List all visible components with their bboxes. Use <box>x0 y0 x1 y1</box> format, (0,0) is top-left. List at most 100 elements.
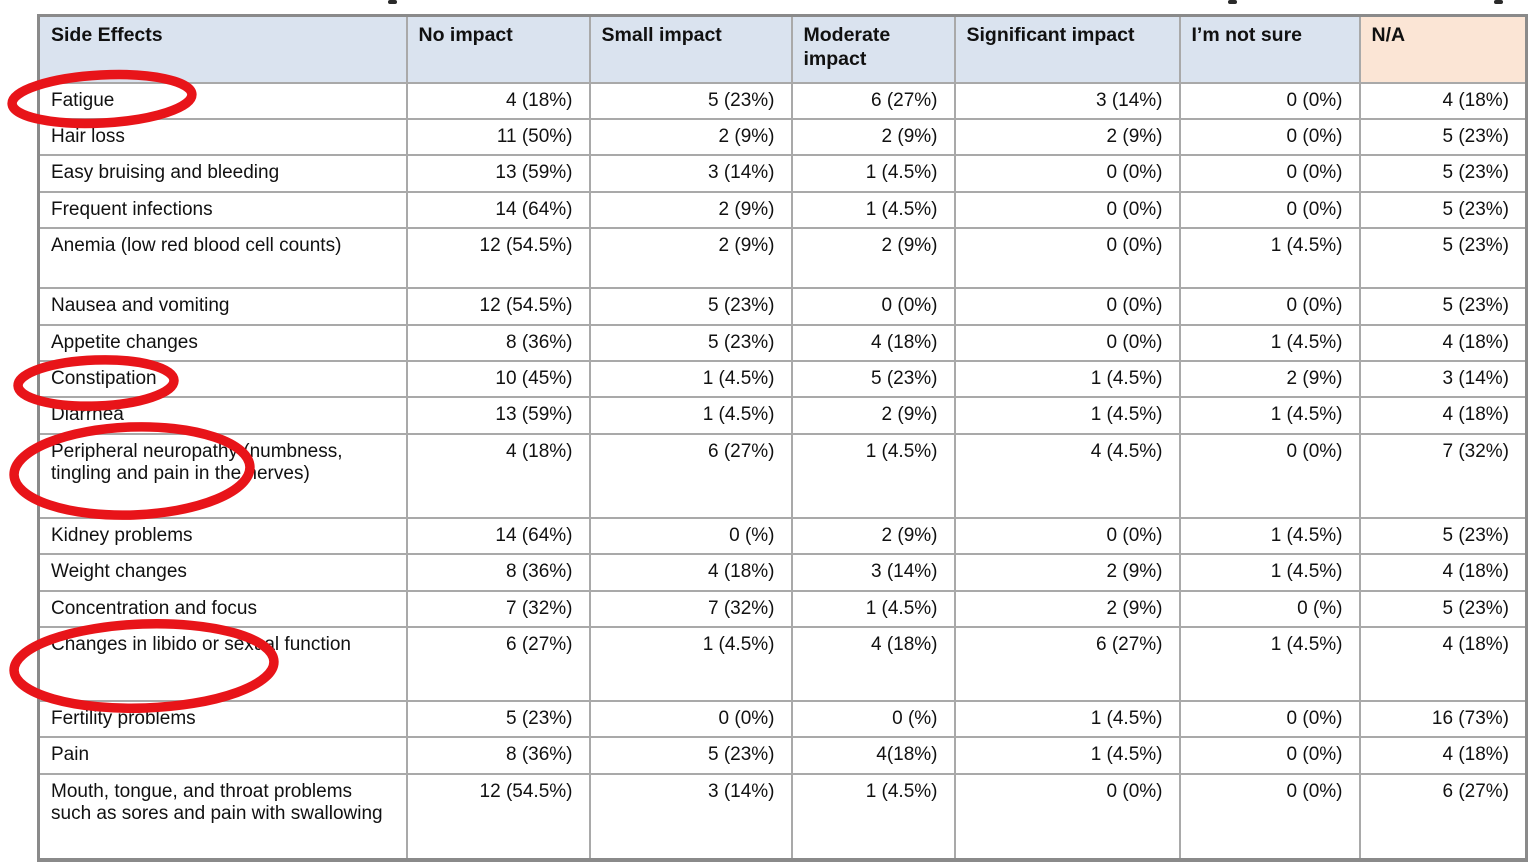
side-effect-label-cell: Diarrhea <box>37 396 408 435</box>
impact-value-cell: 0 (0%) <box>1178 81 1361 120</box>
impact-value-cell: 3 (14%) <box>588 154 793 193</box>
side-effect-label-cell: Nausea and vomiting <box>37 287 408 326</box>
table-row: Anemia (low red blood cell counts) 12 (54… <box>37 227 1528 290</box>
impact-value-cell: 1 (4.5%) <box>588 359 793 399</box>
impact-value-cell: 2 (9%) <box>790 117 956 157</box>
impact-value-cell: 1 (4.5%) <box>1178 553 1361 592</box>
impact-value-cell: 1 (4.5%) <box>790 190 956 230</box>
impact-value-cell: 7 (32%) <box>405 589 591 629</box>
col-header-side-effects: Side Effects <box>37 14 408 84</box>
col-header-small-impact: Small impact <box>588 14 793 84</box>
impact-value-cell: 1 (4.5%) <box>953 359 1181 399</box>
side-effect-label: Fatigue <box>51 89 115 111</box>
impact-value-cell: 4 (18%) <box>588 553 793 592</box>
side-effect-label: Anemia (low red blood cell counts) <box>51 235 342 257</box>
impact-value-cell: 0 (%) <box>588 516 793 556</box>
impact-value-cell: 5 (23%) <box>1358 117 1528 157</box>
impact-value-cell: 6 (27%) <box>953 626 1181 703</box>
impact-value-cell: 0 (0%) <box>1178 117 1361 157</box>
side-effect-label-cell: Changes in libido or sexual function <box>9 619 408 714</box>
table-row: Fatigue 4 (18%) 5 (23%) 6 (27%) 3 (14%) 0 (0… <box>7 69 1528 128</box>
table-row: Hair loss 11 (50%) 2 (9%) 2 (9%) 2 (9%) 0 (0%… <box>37 117 1528 157</box>
impact-value-cell: 6 (27%) <box>405 626 591 703</box>
impact-value-cell: 1 (4.5%) <box>953 736 1181 775</box>
impact-value-cell: 10 (45%) <box>405 359 591 399</box>
table-row: Pain 8 (36%) 5 (23%) 4(18%) 1 (4.5%) 0 (0%) 4 … <box>37 736 1528 775</box>
impact-value-cell: 5 (23%) <box>1358 287 1528 326</box>
impact-value-cell: 0 (0%) <box>953 190 1181 230</box>
impact-value-cell: 0 (0%) <box>953 227 1181 290</box>
cropped-text-mark <box>1494 0 1503 4</box>
col-header-im-not-sure: I’m not sure <box>1178 14 1361 84</box>
impact-value-cell: 4 (18%) <box>790 626 956 703</box>
impact-value-cell: 1 (4.5%) <box>588 396 793 435</box>
impact-value-cell: 2 (9%) <box>588 117 793 157</box>
side-effect-label: Mouth, tongue, and throat problems such … <box>51 780 383 825</box>
impact-value-cell: 3 (14%) <box>1358 359 1528 399</box>
col-header-na: N/A <box>1358 14 1528 84</box>
side-effect-label-cell: Easy bruising and bleeding <box>37 154 408 193</box>
impact-value-cell: 1 (4.5%) <box>1178 626 1361 703</box>
impact-value-cell: 2 (9%) <box>790 227 956 290</box>
impact-value-cell: 0 (0%) <box>1178 154 1361 193</box>
impact-value-cell: 6 (27%) <box>588 432 793 519</box>
side-effect-label: Fertility problems <box>51 708 196 730</box>
side-effect-label: Diarrhea <box>51 404 124 426</box>
side-effect-label-cell: Fertility problems <box>37 700 408 739</box>
impact-value-cell: 0 (0%) <box>588 700 793 739</box>
impact-value-cell: 5 (23%) <box>588 736 793 775</box>
impact-value-cell: 7 (32%) <box>1358 432 1528 519</box>
impact-value-cell: 2 (9%) <box>1178 359 1361 399</box>
impact-value-cell: 3 (14%) <box>588 772 793 861</box>
impact-value-cell: 4 (18%) <box>405 432 591 519</box>
impact-value-cell: 1 (4.5%) <box>790 154 956 193</box>
impact-value-cell: 2 (9%) <box>953 589 1181 629</box>
impact-value-cell: 1 (4.5%) <box>1178 516 1361 556</box>
table-row: Kidney problems 14 (64%) 0 (%) 2 (9%) 0 (0%)… <box>37 516 1528 556</box>
impact-value-cell: 1 (4.5%) <box>1178 227 1361 290</box>
side-effect-label: Weight changes <box>51 561 187 583</box>
header-row: Side Effects No impact Small impact Mode… <box>37 14 1528 84</box>
impact-value-cell: 8 (36%) <box>405 736 591 775</box>
impact-value-cell: 5 (23%) <box>1358 227 1528 290</box>
impact-value-cell: 7 (32%) <box>588 589 793 629</box>
impact-value-cell: 1 (4.5%) <box>1178 323 1361 363</box>
impact-value-cell: 3 (14%) <box>790 553 956 592</box>
side-effect-label-cell: Anemia (low red blood cell counts) <box>37 227 408 290</box>
side-effect-label: Appetite changes <box>51 331 198 353</box>
impact-value-cell: 5 (23%) <box>1358 154 1528 193</box>
impact-value-cell: 4 (18%) <box>1358 553 1528 592</box>
cropped-text-mark <box>388 0 397 4</box>
impact-value-cell: 1 (4.5%) <box>1178 396 1361 435</box>
col-header-no-impact: No impact <box>405 14 591 84</box>
table-row: Changes in libido or sexual function 6 (… <box>9 619 1528 714</box>
side-effect-label-cell: Mouth, tongue, and throat problems such … <box>37 772 408 861</box>
impact-value-cell: 11 (50%) <box>405 117 591 157</box>
impact-value-cell: 1 (4.5%) <box>790 432 956 519</box>
impact-value-cell: 2 (9%) <box>953 553 1181 592</box>
impact-value-cell: 0 (0%) <box>1178 736 1361 775</box>
table-row: Peripheral neuropathy (numbness, tinglin… <box>9 421 1528 520</box>
table-row: Appetite changes 8 (36%) 5 (23%) 4 (18%) 0 (… <box>37 323 1528 363</box>
impact-value-cell: 0 (0%) <box>1178 287 1361 326</box>
side-effect-label: Changes in libido or sexual function <box>51 634 351 656</box>
impact-value-cell: 0 (0%) <box>953 287 1181 326</box>
impact-value-cell: 0 (%) <box>1178 589 1361 629</box>
side-effect-label-cell: Frequent infections <box>37 190 408 230</box>
impact-value-cell: 2 (9%) <box>588 227 793 290</box>
col-header-significant-impact: Significant impact <box>953 14 1181 84</box>
impact-value-cell: 8 (36%) <box>405 323 591 363</box>
impact-value-cell: 5 (23%) <box>405 700 591 739</box>
impact-value-cell: 6 (27%) <box>1358 772 1528 861</box>
side-effect-label: Frequent infections <box>51 198 213 220</box>
impact-value-cell: 2 (9%) <box>588 190 793 230</box>
side-effect-label-cell: Pain <box>37 736 408 775</box>
side-effect-label-cell: Hair loss <box>37 117 408 157</box>
cropped-text-remnant <box>0 0 1530 6</box>
impact-value-cell: 5 (23%) <box>588 81 793 120</box>
impact-value-cell: 2 (9%) <box>953 117 1181 157</box>
impact-value-cell: 1 (4.5%) <box>953 700 1181 739</box>
impact-value-cell: 12 (54.5%) <box>405 287 591 326</box>
impact-value-cell: 1 (4.5%) <box>790 589 956 629</box>
impact-value-cell: 4 (18%) <box>1358 323 1528 363</box>
